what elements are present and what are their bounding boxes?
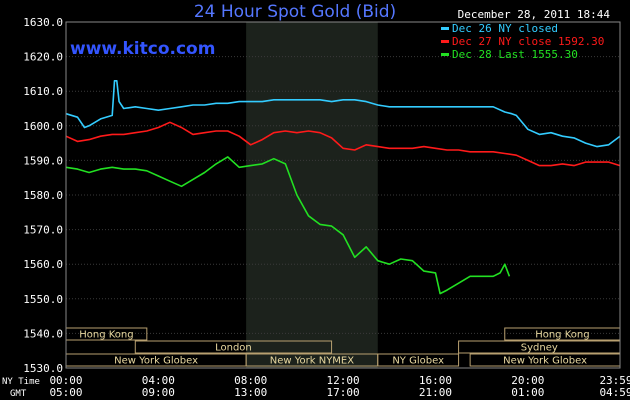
x-tick-label-gmt: 09:00: [142, 386, 175, 399]
x-tick-label-gmt: 17:00: [327, 386, 360, 399]
series-line-1: [65, 80, 621, 148]
y-axis-ticks: 1530.0 1540.0 1550.0 1560.0 1570.0 1580.0 1590…: [23, 16, 63, 375]
y-tick-label: 1580.0: [23, 189, 63, 202]
x-tick-label-ny: 12:00: [327, 374, 360, 387]
x-tick-label-ny: 08:00: [234, 374, 267, 387]
x-tick-label-gmt: 05:00: [49, 386, 82, 399]
x-tick-label-gmt: 04:59: [599, 386, 630, 399]
session-label: New York Globex: [114, 356, 198, 367]
x-tick-label-ny: 20:00: [511, 374, 544, 387]
trading-sessions: Hong Kong Hong Kong London Sydney New York G…: [65, 327, 621, 367]
series-line-3: [65, 156, 511, 295]
y-tick-label: 1620.0: [23, 51, 63, 64]
watermark: www.kitco.com: [70, 39, 215, 59]
x-tick-label-ny: 23:59: [599, 374, 630, 387]
x-tick-label-ny: 04:00: [142, 374, 175, 387]
session-bar: [134, 340, 333, 354]
session-bar: [377, 353, 460, 367]
date-label: December 28, 2011 18:44: [458, 8, 611, 21]
session-label: New York Globex: [503, 356, 587, 367]
session-label: Hong Kong: [535, 330, 589, 341]
chart-title: 24 Hour Spot Gold (Bid): [194, 2, 396, 22]
x-tick-label-gmt: 21:00: [419, 386, 452, 399]
x-row-label-ny: NY Time: [2, 377, 40, 387]
x-tick-label-gmt: 01:00: [511, 386, 544, 399]
nymex-session-shading: [246, 22, 378, 368]
y-tick-label: 1590.0: [23, 154, 63, 167]
legend-swatch: [441, 27, 449, 30]
legend-swatch: [441, 40, 449, 43]
legend-entry: Dec 28 Last 1555.30: [452, 48, 578, 61]
plot-frame: [65, 21, 621, 369]
series-lines: [65, 80, 621, 295]
x-tick-label-gmt: 13:00: [234, 386, 267, 399]
y-tick-label: 1550.0: [23, 293, 63, 306]
y-tick-label: 1600.0: [23, 120, 63, 133]
series-line-2: [65, 121, 621, 167]
session-label: Hong Kong: [79, 330, 133, 341]
session-label: NY Globex: [392, 356, 444, 367]
session-label: Sydney: [521, 343, 558, 354]
legend-entry: Dec 27 NY close 1592.30: [452, 35, 604, 48]
session-label: London: [215, 343, 252, 354]
legend-swatch: [441, 53, 449, 56]
y-tick-label: 1610.0: [23, 85, 63, 98]
y-tick-label: 1530.0: [23, 362, 63, 375]
y-tick-label: 1560.0: [23, 258, 63, 271]
y-tick-label: 1570.0: [23, 224, 63, 237]
x-tick-label-ny: 16:00: [419, 374, 452, 387]
y-tick-label: 1540.0: [23, 327, 63, 340]
session-label: New York NYMEX: [270, 356, 355, 367]
y-tick-label: 1630.0: [23, 16, 63, 29]
x-tick-label-ny: 00:00: [49, 374, 82, 387]
x-row-label-gmt: GMT: [10, 389, 27, 399]
x-axis-ticks: 00:00 04:00 08:00 12:00 16:00 20:00 23:59 05:00…: [49, 374, 630, 399]
legend-entry: Dec 26 NY closed: [452, 22, 558, 35]
